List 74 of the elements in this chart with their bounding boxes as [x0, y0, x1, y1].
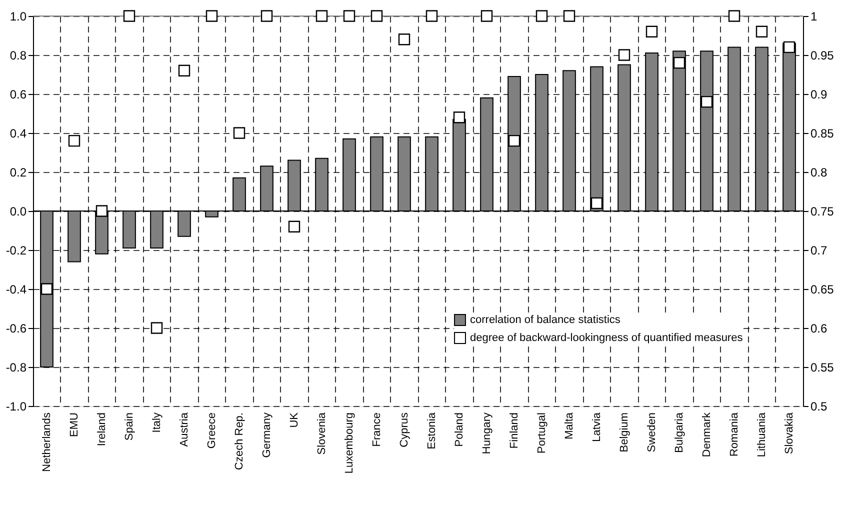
x-tick-label: UK: [288, 412, 300, 428]
x-tick-label: Austria: [178, 412, 190, 447]
point: [233, 127, 246, 139]
legend-label: correlation of balance statistics: [470, 314, 621, 326]
x-tick-label: Netherlands: [40, 412, 53, 472]
y-tick-label: 0.8: [10, 48, 27, 62]
y2-tick-label: 0.7: [810, 244, 828, 258]
y2-tick-label: 1: [810, 10, 818, 24]
x-tick-label: Malta: [563, 412, 576, 440]
point: [536, 10, 548, 22]
point: [783, 41, 796, 54]
point: [673, 56, 686, 69]
y2-tick-label: 0.9: [810, 88, 828, 102]
x-tick-label: Bulgaria: [673, 412, 686, 453]
point: [370, 10, 383, 22]
point: [563, 10, 576, 22]
point: [40, 283, 53, 295]
y2-tick-label: 0.8: [810, 166, 828, 180]
x-tick-label: Luxembourg: [343, 412, 356, 474]
point: [728, 10, 740, 22]
y2-tick-label: 0.85: [810, 126, 834, 140]
y2-tick-label: 0.75: [810, 204, 834, 218]
point: [700, 96, 713, 108]
x-tick-label: Germany: [260, 412, 273, 458]
legend-label: degree of backward-lookingness of quantified measures: [470, 332, 744, 344]
x-tick-label: Slovakia: [783, 412, 796, 454]
point: [316, 10, 328, 22]
point: [96, 205, 108, 217]
point: [453, 112, 466, 124]
y-tick-label: 0.6: [10, 88, 27, 102]
x-tick-label: Italy: [150, 412, 163, 433]
x-tick-label: Czech Rep.: [233, 412, 246, 470]
x-tick-label: Spain: [123, 412, 136, 441]
y2-tick-label: 0.65: [810, 282, 834, 296]
x-tick-label: Cyprus: [398, 412, 410, 448]
x-tick-label: EMU: [68, 412, 80, 437]
x-tick-label: Latvia: [590, 412, 603, 442]
x-tick-label: Portugal: [536, 412, 548, 454]
point: [590, 197, 603, 210]
x-tick-label: Ireland: [96, 412, 108, 446]
x-tick-label: Lithuania: [756, 412, 768, 458]
point: [123, 10, 136, 22]
point: [480, 10, 493, 22]
x-tick-label: Poland: [453, 412, 466, 447]
point: [150, 322, 163, 334]
x-tick-label: France: [370, 412, 383, 447]
y2-tick-label: 0.6: [810, 322, 828, 336]
x-tick-label: Greece: [206, 412, 218, 449]
point: [206, 10, 218, 22]
y-tick-label: -0.4: [6, 282, 27, 296]
x-tick-label: Slovenia: [316, 412, 328, 455]
point: [260, 10, 273, 22]
y-tick-label: 0.2: [10, 166, 27, 180]
x-tick-label: Belgium: [618, 412, 630, 452]
x-tick-label: Sweden: [646, 412, 658, 452]
point: [508, 134, 520, 147]
y-tick-label: 0.4: [10, 126, 27, 140]
y-tick-label: 1.0: [10, 10, 27, 24]
point: [343, 10, 356, 22]
y-tick-label: 0.0: [10, 204, 27, 218]
y2-tick-label: 0.5: [810, 400, 828, 414]
y2-tick-label: 0.95: [810, 48, 834, 62]
x-tick-label: Romania: [728, 412, 740, 457]
y2-tick-label: 0.55: [810, 360, 834, 374]
point: [618, 49, 630, 61]
y-tick-label: -0.8: [6, 360, 27, 374]
point: [426, 10, 438, 22]
y-tick-label: -1.0: [6, 400, 27, 414]
y-tick-label: -0.6: [6, 322, 27, 336]
x-tick-label: Denmark: [700, 412, 713, 458]
x-tick-label: Hungary: [480, 412, 493, 454]
x-tick-label: Finland: [508, 412, 520, 449]
y-tick-label: -0.2: [6, 244, 27, 258]
x-tick-label: Estonia: [426, 412, 438, 450]
